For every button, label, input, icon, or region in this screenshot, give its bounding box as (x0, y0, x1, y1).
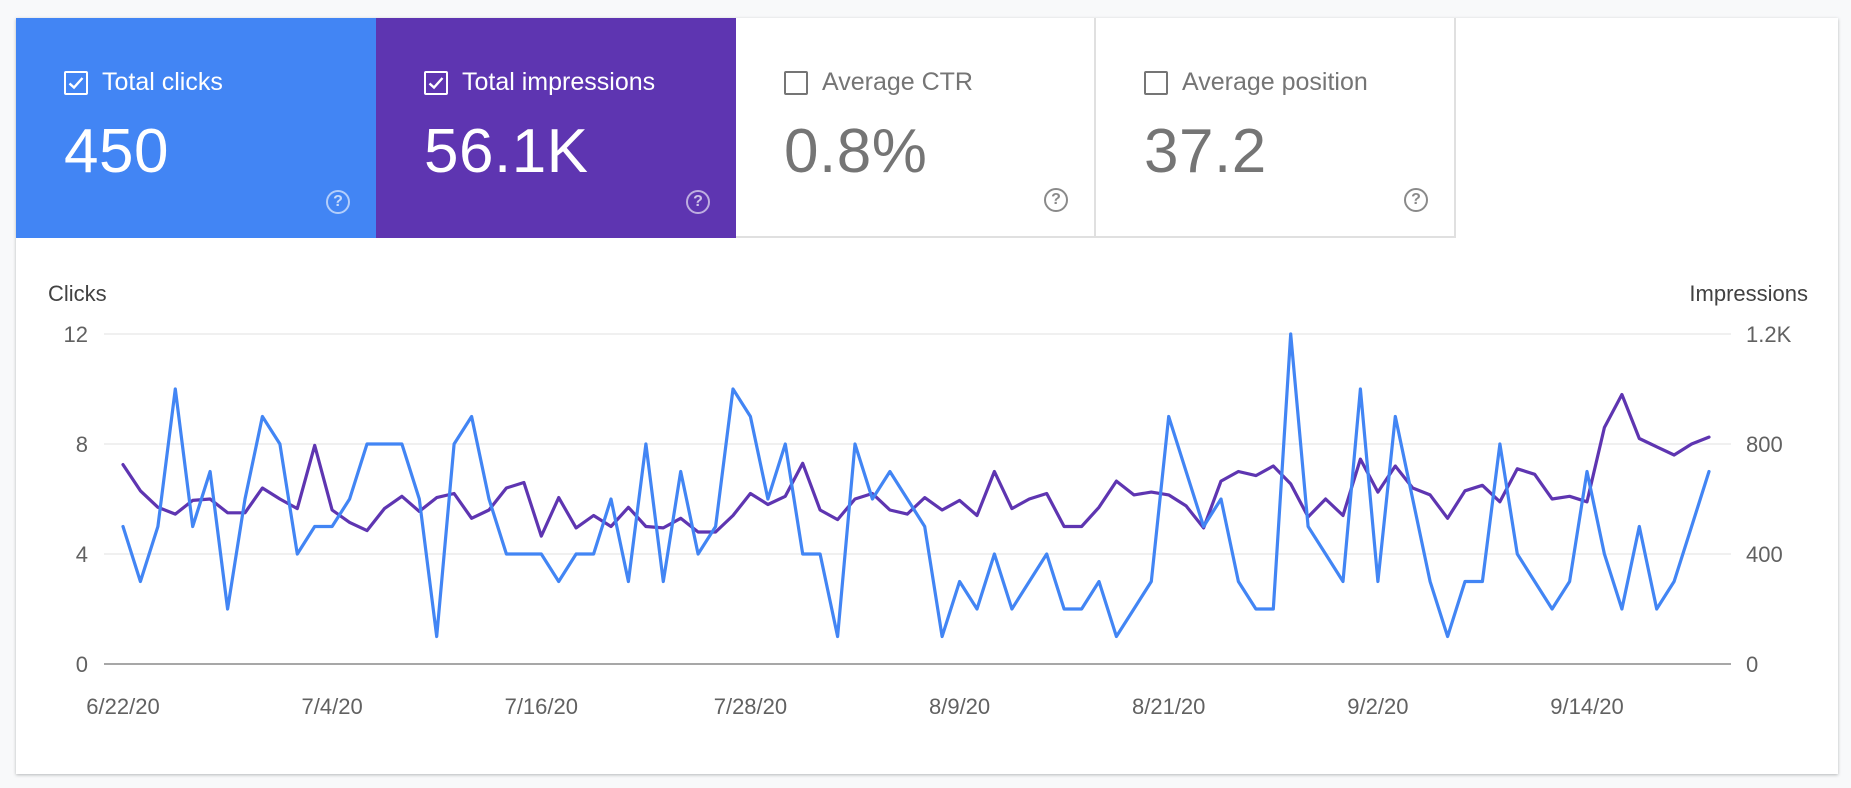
y-left-tick-label: 12 (64, 322, 88, 347)
checkbox-checked-icon[interactable] (424, 70, 448, 95)
y-right-tick-label: 800 (1746, 432, 1783, 457)
y-left-tick-label: 8 (76, 432, 88, 457)
y-left-tick-label: 0 (76, 652, 88, 677)
card-value: 450 (64, 117, 169, 186)
total-clicks-card[interactable]: Total clicks 450 ? (16, 18, 376, 238)
x-tick-label: 6/22/20 (86, 694, 159, 719)
help-icon[interactable]: ? (1044, 188, 1068, 212)
card-value: 56.1K (424, 117, 589, 186)
metric-cards: Total clicks 450 ? Total impressions 56.… (16, 18, 1456, 238)
performance-panel: Total clicks 450 ? Total impressions 56.… (16, 18, 1838, 774)
impressions-series-line (121, 392, 1711, 538)
card-label: Total clicks (102, 68, 223, 96)
performance-chart: 0 0 4 400 8 800 12 1.2K Clicks Impressions 6/22/20… (48, 281, 1808, 719)
y-left-axis-title: Clicks (48, 281, 107, 306)
average-ctr-card[interactable]: Average CTR 0.8% ? (736, 18, 1096, 238)
card-label: Total impressions (462, 68, 656, 96)
x-tick-label: 7/4/20 (302, 694, 363, 719)
checkbox-checked-icon[interactable] (64, 70, 88, 95)
help-icon[interactable]: ? (326, 190, 350, 214)
total-impressions-card[interactable]: Total impressions 56.1K ? (376, 18, 736, 238)
x-tick-label: 7/28/20 (714, 694, 787, 719)
x-tick-label: 8/21/20 (1132, 694, 1205, 719)
card-value: 0.8% (784, 117, 928, 186)
card-label: Average position (1182, 68, 1368, 96)
y-right-tick-label: 0 (1746, 652, 1758, 677)
y-left-tick-label: 4 (76, 542, 88, 567)
average-position-card[interactable]: Average position 37.2 ? (1096, 18, 1456, 238)
card-label: Average CTR (822, 68, 973, 96)
x-tick-label: 7/16/20 (505, 694, 578, 719)
help-icon[interactable]: ? (1404, 188, 1428, 212)
help-icon[interactable]: ? (686, 190, 710, 214)
x-tick-label: 9/14/20 (1550, 694, 1623, 719)
y-right-axis-title: Impressions (1689, 281, 1808, 306)
y-right-tick-label: 1.2K (1746, 322, 1792, 347)
y-right-tick-label: 400 (1746, 542, 1783, 567)
checkbox-unchecked-icon[interactable] (784, 70, 808, 95)
clicks-series-line (121, 332, 1711, 639)
x-tick-label: 9/2/20 (1347, 694, 1408, 719)
x-tick-label: 8/9/20 (929, 694, 990, 719)
checkbox-unchecked-icon[interactable] (1144, 70, 1168, 95)
card-value: 37.2 (1144, 117, 1267, 186)
